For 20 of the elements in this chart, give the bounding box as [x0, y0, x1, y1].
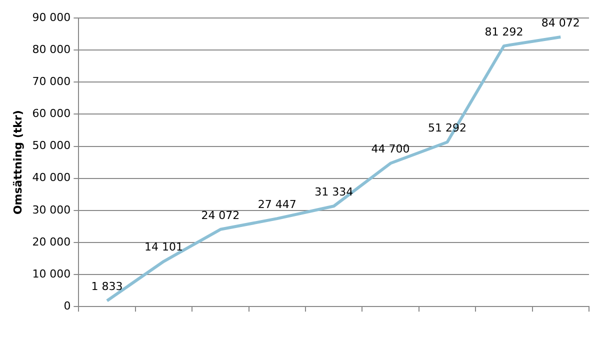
data-label: 84 072: [541, 16, 580, 30]
y-tick-label: 60 000: [32, 107, 71, 120]
data-label: 31 334: [314, 185, 354, 198]
y-tick-label: 0: [64, 299, 71, 312]
data-label: 44 700: [371, 142, 410, 156]
data-label: 24 072: [201, 208, 240, 222]
y-tick-label: 10 000: [32, 267, 71, 280]
data-label: 51 292: [428, 121, 466, 134]
y-tick-label: 30 000: [32, 203, 71, 216]
y-axis-title: Omsättning (tkr): [11, 110, 24, 215]
y-tick-label: 90 000: [32, 10, 71, 24]
data-label: 27 447: [258, 198, 296, 211]
y-tick-label: 40 000: [32, 171, 71, 184]
data-label: 14 101: [144, 240, 183, 254]
y-tick-label: 70 000: [32, 74, 71, 88]
data-label: 1 833: [91, 280, 123, 294]
data-label: 81 292: [484, 25, 524, 38]
y-tick-label: 80 000: [32, 42, 71, 56]
y-tick-label: 20 000: [32, 235, 71, 248]
y-tick-label: 50 000: [32, 139, 71, 152]
